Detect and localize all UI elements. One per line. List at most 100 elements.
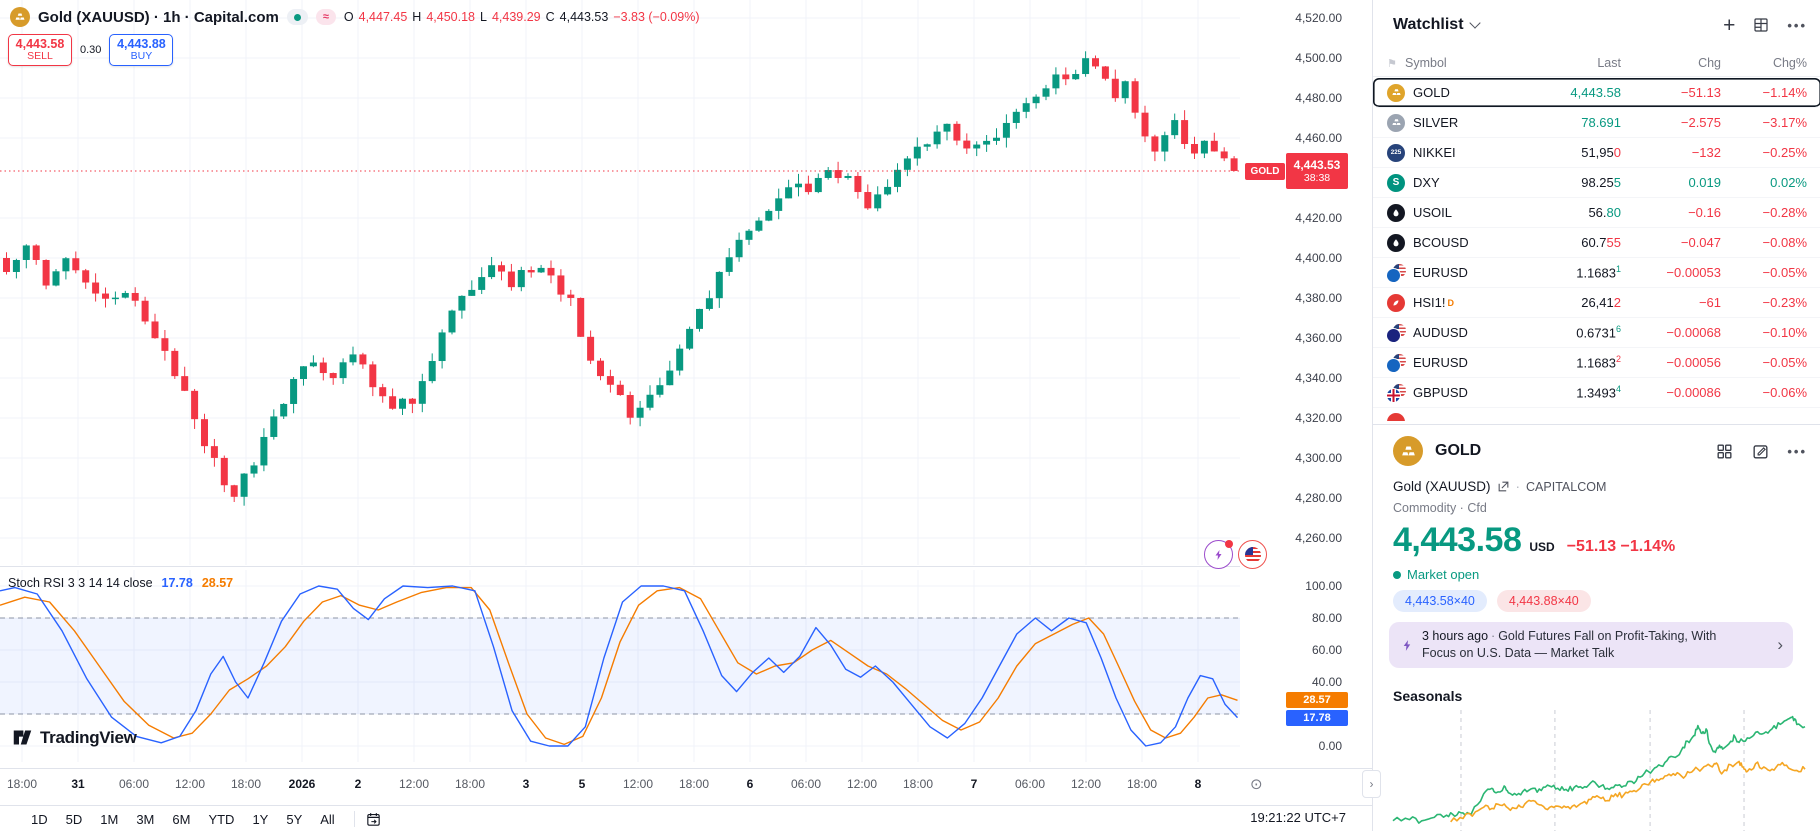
range-button-1y[interactable]: 1Y	[252, 811, 269, 827]
chart-area[interactable]: Gold (XAUUSD) · 1h · Capital.com ≈ O 4,44…	[0, 0, 1381, 831]
time-axis[interactable]: ⊙ 18:00 31 06:00 12:00 18:00 2026 2 12:00 18:00 3…	[0, 768, 1372, 806]
watchlist-title-menu[interactable]: Watchlist	[1393, 16, 1481, 34]
column-header-last[interactable]: Last	[1597, 56, 1621, 70]
seasonal-green-line	[1392, 715, 1806, 824]
detail-exchange: CAPITALCOM	[1526, 479, 1607, 494]
price-axis[interactable]: GOLD 4,443.53 38:38 28.57 17.78 4,520.00…	[1240, 0, 1372, 768]
watchlist-row-eurusd[interactable]: EURUSD 1.16832 −0.00056 −0.05%	[1373, 348, 1820, 378]
change: −0.00086	[1666, 385, 1721, 400]
sell-button[interactable]: 4,443.58 SELL	[8, 34, 72, 66]
seasonals-chart[interactable]	[1381, 704, 1817, 831]
indicator-legend[interactable]: Stoch RSI 3 3 14 14 close 17.78 28.57	[8, 576, 233, 590]
change-percent: 0.02%	[1770, 175, 1807, 190]
range-button-ytd[interactable]: YTD	[208, 811, 235, 827]
session-clock[interactable]: 19:21:22 UTC+7	[1250, 810, 1346, 825]
last-price: 0.67316	[1576, 324, 1621, 341]
range-button-5y[interactable]: 5Y	[286, 811, 303, 827]
market-status-pill[interactable]	[286, 9, 308, 25]
last-price: 4,443.58	[1570, 85, 1621, 100]
delayed-data-pill[interactable]: ≈	[315, 9, 336, 25]
range-button-1d[interactable]: 1D	[31, 811, 48, 827]
news-flash-icon[interactable]	[1204, 540, 1233, 569]
nikkei-225-icon: 225	[1387, 143, 1405, 162]
time-axis-settings-icon[interactable]: ⊙	[1250, 776, 1263, 793]
range-button-3m[interactable]: 3M	[136, 811, 155, 827]
column-header-chg[interactable]: Chg	[1698, 56, 1721, 70]
news-banner[interactable]: 3 hours ago · Gold Futures Fall on Profit-…	[1389, 622, 1793, 668]
change: −0.00056	[1666, 355, 1721, 370]
watchlist-row-gold[interactable]: GOLD 4,443.58 −51.13 −1.14%	[1373, 78, 1820, 108]
stoch-d-value: 28.57	[201, 576, 234, 590]
change: −61	[1698, 295, 1721, 310]
stoch-d-tag: 28.57	[1286, 692, 1348, 708]
watchlist-row-gbpusd[interactable]: GBPUSD 1.34934 −0.00086 −0.06%	[1373, 378, 1820, 408]
range-button-5d[interactable]: 5D	[65, 811, 83, 827]
ask-chip[interactable]: 4,443.88×40	[1496, 590, 1591, 612]
range-button-all[interactable]: All	[320, 811, 335, 827]
price-tick: 4,300.00	[1295, 451, 1342, 465]
symbol-name: GBPUSD	[1413, 385, 1468, 400]
gold-coin-icon	[1393, 436, 1423, 466]
bid-chip[interactable]: 4,443.58×40	[1393, 590, 1487, 612]
watchlist-row-hsi1[interactable]: HSI1! D 26,412 −61 −0.23%	[1373, 288, 1820, 318]
symbol-name: EURUSD	[1413, 265, 1468, 280]
eurusd-flags-icon	[1387, 353, 1406, 372]
detail-meta: Commodity · Cfd	[1393, 501, 1487, 515]
stoch-k-tag: 17.78	[1286, 710, 1348, 726]
panel-collapse-handle[interactable]: ›	[1362, 770, 1381, 798]
watchlist-row-audusd[interactable]: AUDUSD 0.67316 −0.00068 −0.10%	[1373, 318, 1820, 348]
add-symbol-button[interactable]: +	[1723, 13, 1736, 37]
go-to-date-button[interactable]	[365, 811, 382, 828]
ohlc-readout: O 4,447.45 H 4,450.18 L 4,439.29 C 4,443.53 …	[343, 10, 700, 24]
current-price-tag: 4,443.53 38:38	[1286, 153, 1348, 189]
seasonals-title: Seasonals	[1393, 688, 1463, 704]
data-badge: D	[1447, 297, 1455, 308]
watchlist-row-eurusd[interactable]: EURUSD 1.16831 −0.00053 −0.05%	[1373, 258, 1820, 288]
stoch-k-value: 17.78	[161, 576, 193, 590]
watchlist-row-bcousd[interactable]: BCOUSD 60.755 −0.047 −0.08%	[1373, 228, 1820, 258]
chart-legend: Gold (XAUUSD) · 1h · Capital.com ≈ O 4,44…	[10, 7, 700, 27]
range-button-6m[interactable]: 6M	[172, 811, 191, 827]
lightning-icon	[1403, 639, 1411, 651]
detail-more-button[interactable]: •••	[1787, 444, 1807, 459]
symbol-title[interactable]: Gold (XAUUSD) · 1h · Capital.com	[38, 8, 279, 26]
last-price: 56.80	[1588, 205, 1621, 220]
edit-note-icon[interactable]	[1751, 442, 1770, 461]
clipped-symbol-icon	[1387, 413, 1405, 421]
last-price: 1.16832	[1576, 354, 1621, 371]
price-chart-canvas[interactable]	[0, 0, 1372, 768]
last-price: 60.755	[1581, 235, 1621, 250]
silver-icon	[1387, 113, 1405, 132]
watchlist-more-button[interactable]: •••	[1787, 17, 1807, 33]
price-tick: 4,520.00	[1295, 11, 1342, 25]
tradingview-logo[interactable]: TradingView	[12, 727, 137, 748]
column-header-symbol[interactable]: Symbol	[1405, 56, 1447, 70]
buy-button[interactable]: 4,443.88 BUY	[109, 34, 174, 66]
open-value: 4,447.45	[358, 10, 408, 24]
detail-grid-icon[interactable]	[1715, 442, 1734, 461]
change-percent: −0.08%	[1762, 235, 1807, 250]
symbol-name: EURUSD	[1413, 355, 1468, 370]
watchlist-row-partial[interactable]	[1373, 408, 1820, 421]
us-economic-event-icon[interactable]	[1238, 540, 1267, 569]
watchlist-row-usoil[interactable]: USOIL 56.80 −0.16 −0.28%	[1373, 198, 1820, 228]
chart-event-icons	[1204, 540, 1267, 569]
indicator-tick: 0.00	[1318, 739, 1342, 753]
watchlist-row-silver[interactable]: SILVER 78.691 −2.575 −3.17%	[1373, 108, 1820, 138]
bottom-toolbar: 1D 5D 1M 3M 6M YTD 1Y 5Y All 19:21:22 UTC+7	[0, 805, 1372, 831]
external-link-icon[interactable]	[1497, 480, 1510, 493]
oil-drop-icon	[1387, 203, 1405, 222]
change: −0.00068	[1666, 325, 1721, 340]
grid-view-button[interactable]	[1752, 16, 1770, 34]
time-axis-label: 12:00	[174, 777, 206, 791]
change-percent: −0.23%	[1762, 295, 1807, 310]
time-axis-label: 18:00	[902, 777, 934, 791]
watchlist-row-nikkei[interactable]: 225 NIKKEI 51,950 −132 −0.25%	[1373, 138, 1820, 168]
column-header-chgp[interactable]: Chg%	[1772, 56, 1807, 70]
range-button-1m[interactable]: 1M	[100, 811, 119, 827]
pane-divider[interactable]	[0, 566, 1372, 567]
watchlist-row-dxy[interactable]: S DXY 98.255 0.019 0.02%	[1373, 168, 1820, 198]
last-price: 1.34934	[1576, 384, 1621, 401]
detail-fullname[interactable]: Gold (XAUUSD)	[1393, 479, 1491, 494]
